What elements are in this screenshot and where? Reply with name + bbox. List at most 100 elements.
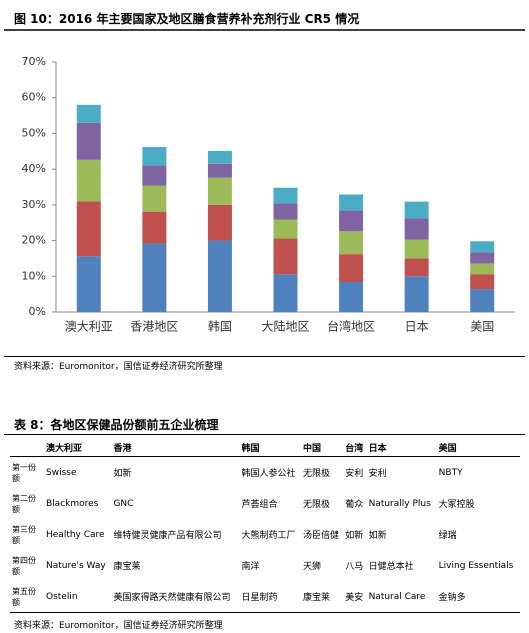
cell: 安利 xyxy=(345,469,364,479)
bar-segment xyxy=(207,163,232,178)
bar-segment xyxy=(273,238,298,275)
cell: Living Essentials xyxy=(438,560,514,571)
cell: 无限极 xyxy=(302,469,330,479)
bar-segment xyxy=(207,240,232,312)
bar-segment xyxy=(142,185,167,212)
bar-segment xyxy=(142,243,167,312)
cell: 美国家得路天然健康有限公司 xyxy=(111,581,240,613)
cell: 大熊制药工厂 xyxy=(241,531,296,541)
y-tick-label: 10% xyxy=(22,269,46,282)
table-row: 第一份额 Swisse 如新 韩国人参公社 无限极 安利 安利 NBTY xyxy=(10,457,520,489)
row-label: 第二份额 xyxy=(12,493,36,514)
cell: 日健总本社 xyxy=(368,562,414,572)
corner xyxy=(10,438,44,457)
table-row: 第三份额 Healthy Care 维特健灵健康产品有限公司 大熊制药工厂 汤臣倍健 如新… xyxy=(10,519,520,550)
figure-source: 资料来源：Euromonitor，国信证券经济研究所整理 xyxy=(14,362,223,372)
row-label: 第一份额 xyxy=(12,462,36,483)
y-tick-label: 40% xyxy=(22,162,46,175)
bar-segment xyxy=(273,203,298,220)
y-tick-label: 20% xyxy=(22,234,46,247)
cell: 安利 xyxy=(368,469,387,479)
x-tick-label: 日本 xyxy=(405,320,429,334)
bar-segment xyxy=(76,159,101,202)
cell: 绿瑞 xyxy=(438,531,457,541)
y-tick-label: 30% xyxy=(22,198,46,211)
y-tick-label: 0% xyxy=(29,305,46,318)
bar-segment xyxy=(470,241,495,253)
x-tick-label: 韩国 xyxy=(208,319,232,334)
row-label: 第三份额 xyxy=(12,524,36,545)
column-header: 台湾 xyxy=(343,438,367,457)
cell: 南洋 xyxy=(241,562,260,572)
bar-segment xyxy=(76,201,101,257)
table: 澳大利亚 香港 韩国 中国 台湾 日本 美国 第一份额 Swisse 如新 韩国人参公社 无限极 安利安… xyxy=(10,438,520,613)
bar-segment xyxy=(339,210,364,232)
bar-segment xyxy=(76,104,101,123)
bar-segment xyxy=(273,187,298,204)
table-title: 表 8：各地区保健品份额前五企业梳理 xyxy=(14,418,219,432)
table-row: 第二份额 Blackmores GNC 芦荟组合 无限极 葡众 Naturally Plus… xyxy=(10,488,520,519)
bar-segment xyxy=(339,194,364,211)
row-label: 第四份额 xyxy=(12,555,36,576)
x-tick-label: 美国 xyxy=(470,320,494,334)
cell: 康宝莱 xyxy=(300,581,344,613)
column-header: 澳大利亚 xyxy=(44,438,112,457)
bar-segment xyxy=(76,122,101,160)
x-tick-label: 台湾地区 xyxy=(327,319,375,334)
x-tick-label: 大陆地区 xyxy=(261,319,309,334)
bar-segment xyxy=(207,150,232,164)
cell: 韩国人参公社 xyxy=(241,469,296,479)
cell: 如新 xyxy=(368,531,387,541)
bar-segment xyxy=(273,219,298,239)
column-header: 韩国 xyxy=(239,438,301,457)
cell: Blackmores xyxy=(46,498,99,509)
y-tick-label: 70% xyxy=(22,55,46,68)
bar-segment xyxy=(470,289,495,312)
cell: 葡众 xyxy=(345,500,364,510)
bar-segment xyxy=(207,204,232,241)
cell: 无限极 xyxy=(302,500,330,510)
bar-segment xyxy=(470,252,495,264)
cell: Swisse xyxy=(46,467,77,478)
cell: Naturally Plus xyxy=(368,498,431,509)
bar-segment xyxy=(404,201,429,219)
table-source: 资料来源：Euromonitor，国信证券经济研究所整理 xyxy=(14,621,223,631)
cell: 维特健灵健康产品有限公司 xyxy=(113,531,222,541)
bar-segment xyxy=(142,211,167,244)
bar-segment xyxy=(339,282,364,312)
bar-segment xyxy=(404,239,429,259)
table-row: 第四份额 Nature's Way 康宝莱 南洋 天狮 八马 日健总本社 Living Ess… xyxy=(10,550,520,581)
column-header: 日本 xyxy=(366,438,437,457)
chart: 0% 10% 20% 30% 40% 50% 60% 70% 澳大利亚 香港地区 韩国 大陆地区 台湾地… xyxy=(4,29,525,334)
cell: 日星制药 xyxy=(239,581,301,613)
cell: 金钠多 xyxy=(436,581,520,613)
cell: Natural Care xyxy=(366,581,437,613)
bar-segment xyxy=(470,274,495,290)
cell: 康宝莱 xyxy=(113,562,141,572)
cell: 八马 xyxy=(345,562,364,572)
x-tick-label: 香港地区 xyxy=(130,320,178,334)
bar-segment xyxy=(76,256,101,312)
cell: 大冢控股 xyxy=(438,500,475,510)
figure-title: 图 10：2016 年主要国家及地区膳食营养补充剂行业 CR5 情况 xyxy=(14,12,360,26)
bar-segment xyxy=(404,258,429,277)
x-tick-label: 澳大利亚 xyxy=(65,320,113,334)
cell: 如新 xyxy=(113,469,132,479)
table-row: 第五份额 Ostelin 美国家得路天然健康有限公司 日星制药 康宝莱 美安 Natural… xyxy=(10,581,520,613)
cell: GNC xyxy=(113,498,134,509)
cell: 汤臣倍健 xyxy=(302,531,339,541)
bar-segment xyxy=(404,218,429,240)
cell: Nature's Way xyxy=(46,560,106,571)
cell: Healthy Care xyxy=(46,529,105,540)
bar-segment xyxy=(207,177,232,205)
cell: NBTY xyxy=(438,467,463,478)
bar-segment xyxy=(339,231,364,255)
column-header: 美国 xyxy=(436,438,520,457)
bar-segment xyxy=(470,263,495,275)
column-header: 中国 xyxy=(300,438,344,457)
bar-segment xyxy=(273,274,298,312)
bar-segment xyxy=(339,254,364,282)
bar-segment xyxy=(142,147,167,166)
row-label: 第五份额 xyxy=(10,581,44,613)
cell: 美安 xyxy=(343,581,367,613)
